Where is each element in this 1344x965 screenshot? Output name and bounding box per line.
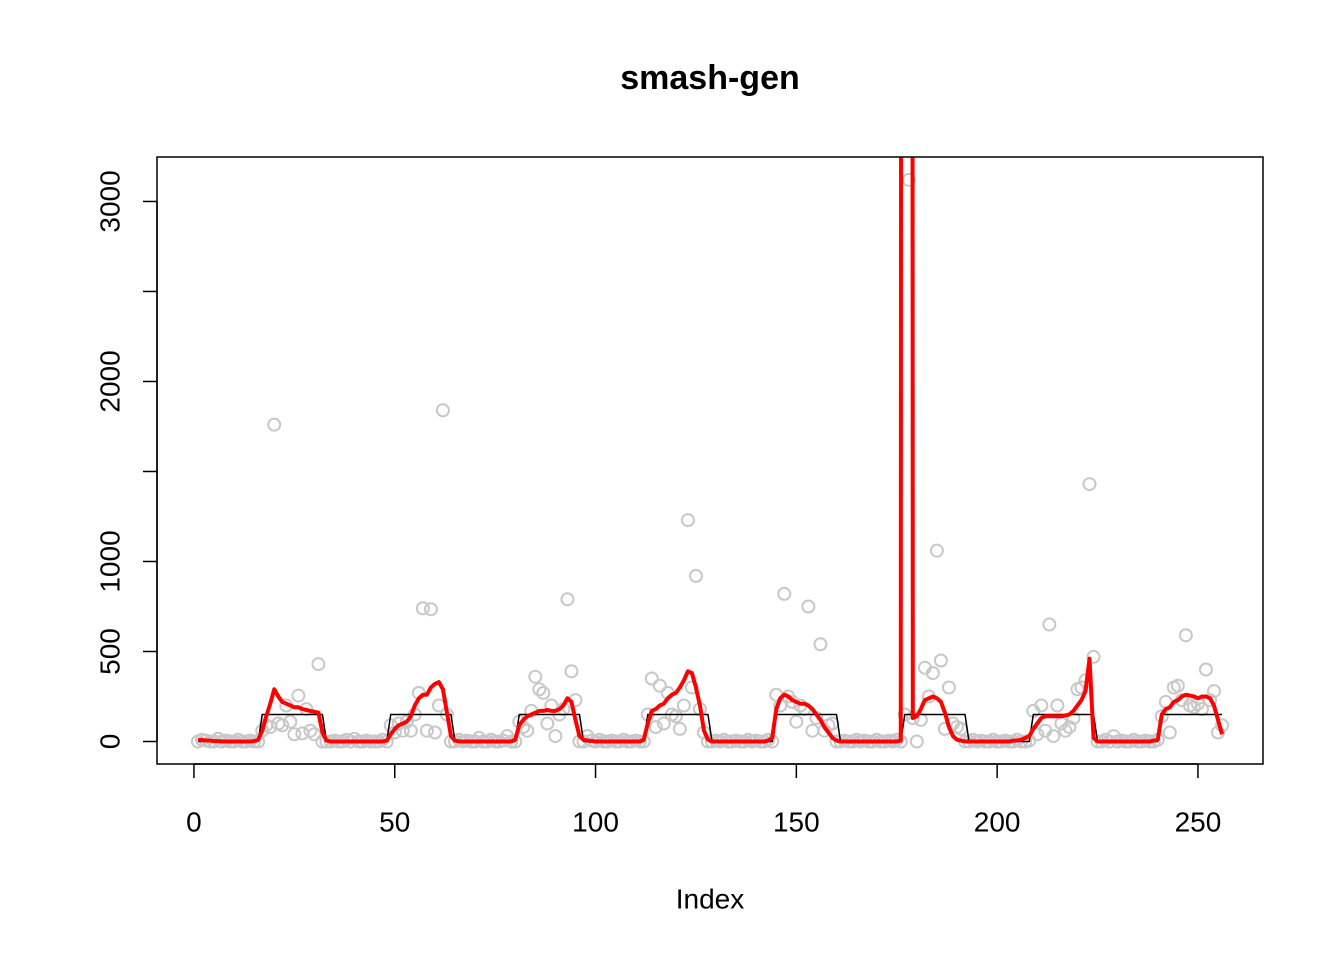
data-point: [1186, 700, 1201, 715]
data-point: [648, 720, 663, 735]
y-tick-label: 2000: [94, 350, 125, 412]
data-point: [789, 714, 804, 729]
y-tick-label: 3000: [94, 170, 125, 232]
data-point: [283, 714, 298, 729]
plot-area: [190, 157, 1230, 749]
data-point: [532, 682, 547, 697]
data-point: [801, 599, 816, 614]
data-point: [676, 698, 691, 713]
data-point: [427, 725, 442, 740]
data-point: [548, 729, 563, 744]
x-tick-label: 200: [974, 806, 1021, 837]
data-point: [929, 543, 944, 558]
data-point: [415, 601, 430, 616]
data-point: [564, 664, 579, 679]
x-tick-label: 250: [1175, 806, 1222, 837]
data-point: [941, 680, 956, 695]
data-point: [1058, 723, 1073, 738]
fit-line: [197, 157, 1224, 744]
data-point: [435, 403, 450, 418]
data-point: [1198, 662, 1213, 677]
data-point: [777, 586, 792, 601]
data-point: [1207, 684, 1222, 699]
data-point: [933, 653, 948, 668]
data-point: [419, 723, 434, 738]
y-tick-label: 500: [94, 628, 125, 675]
data-point: [1162, 725, 1177, 740]
data-point: [520, 723, 535, 738]
data-point: [656, 716, 671, 731]
plot-frame: [156, 156, 1264, 765]
x-axis-label: Index: [676, 883, 745, 914]
data-point: [668, 709, 683, 724]
data-point: [688, 568, 703, 583]
data-point: [1086, 649, 1101, 664]
data-point: [423, 602, 438, 617]
data-point: [303, 723, 318, 738]
data-point: [1042, 617, 1057, 632]
data-point: [403, 723, 418, 738]
data-point: [644, 671, 659, 686]
y-tick-label: 1000: [94, 530, 125, 592]
x-tick-label: 0: [186, 806, 202, 837]
data-point: [1178, 628, 1193, 643]
data-point: [1050, 698, 1065, 713]
data-point: [1046, 729, 1061, 744]
data-point: [1170, 678, 1185, 693]
chart-title: smash-gen: [620, 59, 800, 97]
data-point: [267, 417, 282, 432]
x-tick-label: 150: [773, 806, 820, 837]
x-tick-label: 50: [379, 806, 410, 837]
y-tick-label: 0: [94, 734, 125, 750]
data-point: [1082, 477, 1097, 492]
x-tick-label: 100: [572, 806, 619, 837]
data-point: [672, 721, 687, 736]
data-point: [540, 716, 555, 731]
data-point: [560, 592, 575, 607]
data-point: [652, 678, 667, 693]
data-point: [536, 685, 551, 700]
data-point: [925, 666, 940, 681]
data-point: [287, 727, 302, 742]
data-point: [680, 513, 695, 528]
data-point: [311, 657, 326, 672]
data-point: [307, 727, 322, 742]
data-point: [295, 726, 310, 741]
data-point: [813, 637, 828, 652]
data-point: [909, 734, 924, 749]
data-point: [528, 669, 543, 684]
data-point: [291, 688, 306, 703]
data-point: [275, 718, 290, 733]
data-point: [805, 723, 820, 738]
data-point: [1034, 698, 1049, 713]
